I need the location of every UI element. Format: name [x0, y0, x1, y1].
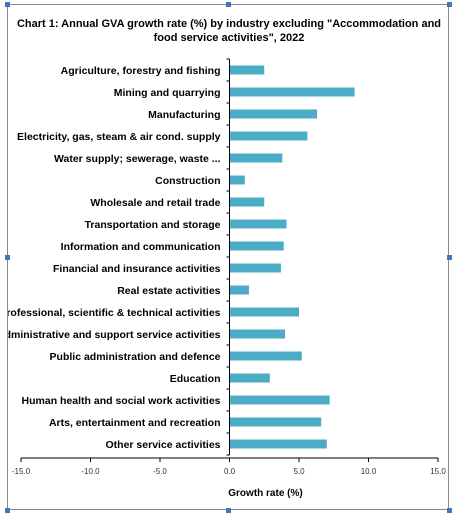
bar: [229, 153, 283, 163]
category-label: Public administration and defence: [50, 351, 221, 363]
category-label: Electricity, gas, steam & air cond. supp…: [17, 131, 221, 143]
category-labels: Agriculture, forestry and fishing Mining …: [8, 65, 221, 451]
bar: [229, 395, 330, 405]
category-label: Professional, scientific & technical act…: [8, 307, 221, 319]
bar: [229, 197, 265, 207]
x-tick-label: 10.0: [361, 467, 377, 476]
resize-handle-bottom-right[interactable]: [447, 508, 452, 513]
chart-title-line: food service activities", 2022: [154, 32, 305, 44]
bar: [229, 65, 265, 75]
bars-group: [229, 65, 355, 449]
category-label: Water supply; sewerage, waste ...: [54, 153, 221, 165]
bar: [229, 329, 286, 339]
category-label: Construction: [155, 175, 220, 187]
x-axis-label: Growth rate (%): [228, 488, 302, 499]
x-tick-label: 0.0: [224, 467, 236, 476]
bar: [229, 241, 284, 251]
bar: [229, 373, 270, 383]
category-label: Transportation and storage: [85, 219, 221, 231]
bar: [229, 417, 322, 427]
category-label: Manufacturing: [148, 109, 220, 121]
category-label: Administrative and support service activ…: [8, 329, 221, 341]
resize-handle-top-mid[interactable]: [226, 2, 231, 7]
resize-handle-mid-left[interactable]: [5, 255, 10, 260]
category-label: Agriculture, forestry and fishing: [61, 65, 221, 77]
category-label: Human health and social work activities: [22, 395, 221, 407]
bar: [229, 175, 245, 185]
resize-handle-bottom-left[interactable]: [5, 508, 10, 513]
bar: [229, 263, 281, 273]
bar: [229, 307, 299, 317]
resize-handle-top-left[interactable]: [5, 2, 10, 7]
bar: [229, 219, 287, 229]
bar: [229, 439, 327, 449]
bar: [229, 351, 302, 361]
chart-title-line: Chart 1: Annual GVA growth rate (%) by i…: [17, 18, 441, 30]
resize-handle-mid-right[interactable]: [447, 255, 452, 260]
x-tick-label: -10.0: [81, 467, 100, 476]
x-tick-label: 5.0: [293, 467, 305, 476]
category-label: Information and communication: [61, 241, 221, 253]
x-tick-label: -15.0: [12, 467, 31, 476]
category-label: Arts, entertainment and recreation: [49, 417, 221, 429]
chart-svg: Chart 1: Annual GVA growth rate (%) by i…: [8, 18, 446, 499]
category-label: Financial and insurance activities: [53, 263, 221, 275]
bar: [229, 131, 308, 141]
x-tick-label: -5.0: [153, 467, 167, 476]
bar: [229, 109, 318, 119]
x-tick-label: 15.0: [430, 467, 446, 476]
category-label: Education: [170, 373, 221, 385]
category-label: Other service activities: [106, 439, 221, 451]
x-axis: -15.0 -10.0 -5.0 0.0 5.0 10.0 15.0: [12, 58, 446, 476]
category-label: Wholesale and retail trade: [90, 197, 220, 209]
category-label: Mining and quarrying: [114, 87, 221, 99]
resize-handle-bottom-mid[interactable]: [226, 508, 231, 513]
resize-handle-top-right[interactable]: [447, 2, 452, 7]
chart-frame: Chart 1: Annual GVA growth rate (%) by i…: [7, 4, 449, 510]
bar: [229, 285, 249, 295]
chart-title: Chart 1: Annual GVA growth rate (%) by i…: [17, 18, 441, 44]
bar: [229, 87, 355, 97]
category-label: Real estate activities: [117, 285, 220, 297]
